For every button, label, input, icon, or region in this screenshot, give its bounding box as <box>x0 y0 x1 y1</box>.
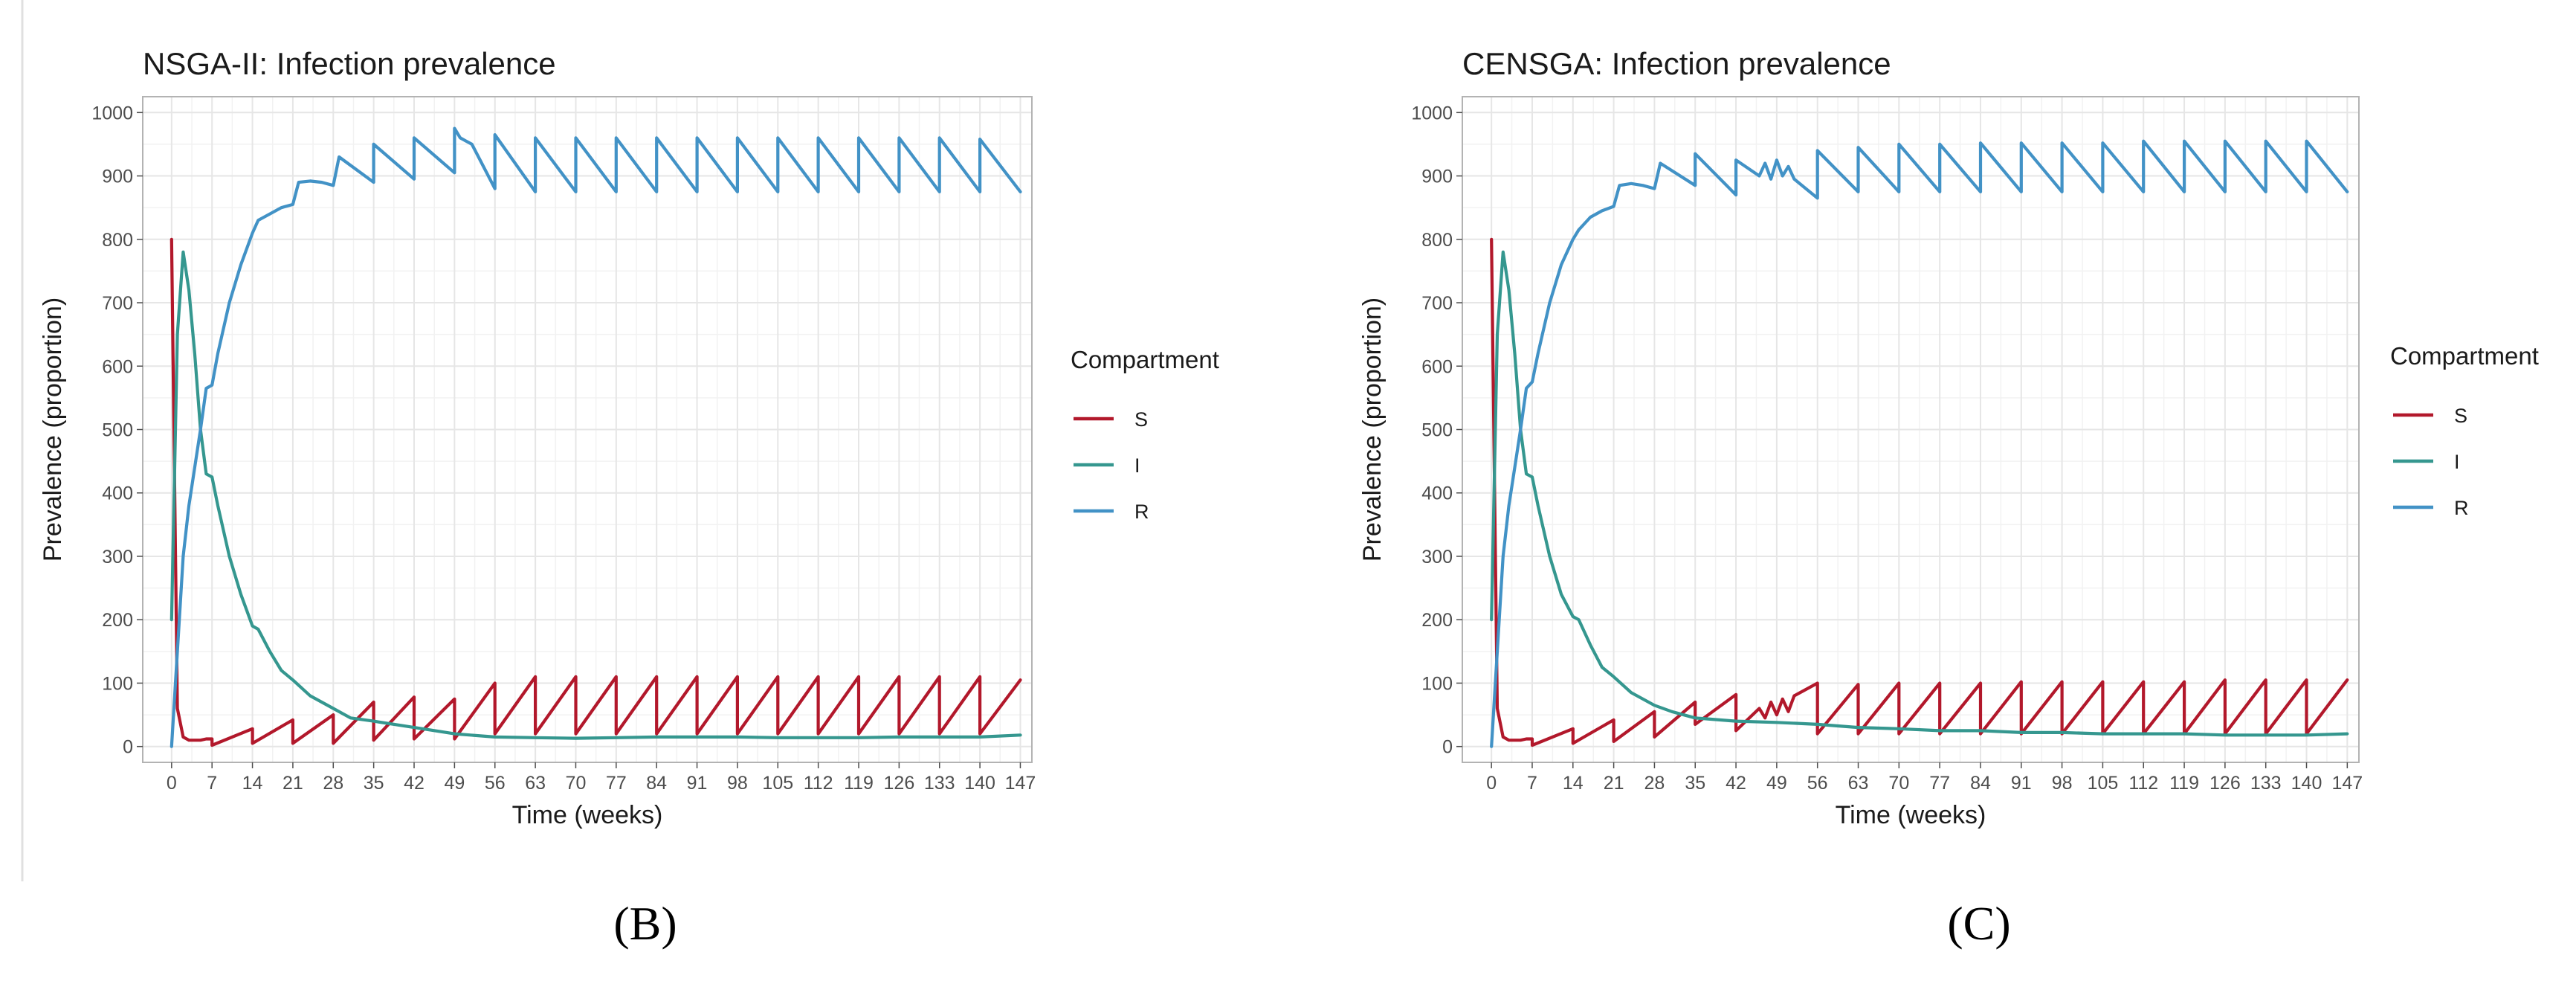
panel-b: 0 100 200 300 400 500 600 700 800 900 1000 0 7 14 21 28… <box>39 46 1219 950</box>
x-tick-label: 21 <box>1604 773 1624 794</box>
y-tick-label: 0 <box>123 737 133 758</box>
x-tick-label: 42 <box>1726 773 1746 794</box>
y-axis-title: Prevalence (proportion) <box>1358 298 1387 562</box>
x-tick-label: 133 <box>2250 773 2282 794</box>
y-tick-label: 100 <box>1421 673 1453 694</box>
y-tick-label: 1000 <box>1411 103 1453 123</box>
x-tick-label: 70 <box>1888 773 1909 794</box>
y-tick-label: 800 <box>102 230 133 251</box>
y-tick-label: 100 <box>102 673 133 694</box>
legend-title: Compartment <box>2390 342 2539 370</box>
y-axis-title: Prevalence (proportion) <box>39 298 67 562</box>
x-tick-label: 28 <box>323 773 343 794</box>
series-line-i <box>1490 250 2349 737</box>
series-line-r <box>1490 139 2349 748</box>
x-tick-label: 56 <box>1807 773 1828 794</box>
y-tick-label: 900 <box>1421 167 1453 187</box>
x-tick-label: 7 <box>1527 773 1537 794</box>
y-tick-label: 500 <box>1421 420 1453 441</box>
x-tick-label: 140 <box>964 773 995 794</box>
x-tick-label: 98 <box>727 773 748 794</box>
chart-title: NSGA-II: Infection prevalence <box>143 46 556 81</box>
x-tick-label: 21 <box>283 773 303 794</box>
x-tick-label: 126 <box>2209 773 2241 794</box>
x-tick-label: 77 <box>606 773 627 794</box>
x-tick-label: 35 <box>1685 773 1705 794</box>
legend: Compartment SI R <box>1071 346 1219 523</box>
x-tick-label: 91 <box>2011 773 2032 794</box>
x-tick-label: 0 <box>1486 773 1497 794</box>
panel-c: 0 100 200 300 400 500 600 700 800 900 1000 0 7 14 21 28… <box>1358 46 2539 950</box>
x-tick-label: 63 <box>525 773 546 794</box>
x-tick-label: 0 <box>167 773 177 794</box>
x-tick-label: 119 <box>844 773 874 794</box>
x-tick-label: 112 <box>2128 773 2158 794</box>
y-tick-label: 300 <box>1421 547 1453 567</box>
y-tick-label: 600 <box>102 356 133 377</box>
x-tick-label: 14 <box>242 773 263 794</box>
y-tick-label: 0 <box>1442 737 1453 758</box>
x-tick-label: 84 <box>646 773 667 794</box>
chart-title: CENSGA: Infection prevalence <box>1462 46 1891 81</box>
legend-label-s: S <box>2454 405 2467 427</box>
panel-caption: (B) <box>613 897 677 950</box>
x-tick-label: 98 <box>2052 773 2073 794</box>
y-tick-label: 700 <box>1421 293 1453 314</box>
y-tick-label: 700 <box>102 293 133 314</box>
x-tick-label: 119 <box>2169 773 2199 794</box>
x-tick-label: 91 <box>687 773 708 794</box>
x-tick-label: 84 <box>1970 773 1991 794</box>
y-tick-label: 900 <box>102 167 133 187</box>
x-tick-label: 28 <box>1644 773 1665 794</box>
x-tick-label: 133 <box>924 773 955 794</box>
y-tick-label: 400 <box>1421 483 1453 504</box>
legend: Compartment S I R <box>2390 342 2539 519</box>
x-tick-label: 49 <box>1766 773 1787 794</box>
series-line-r <box>170 126 1022 748</box>
x-tick-label: 77 <box>1929 773 1950 794</box>
series-line-i <box>170 250 1022 740</box>
legend-label-r: R <box>1134 501 1149 523</box>
y-tick-label: 600 <box>1421 356 1453 377</box>
y-tick-label: 200 <box>102 610 133 631</box>
y-tick-label: 400 <box>102 483 133 504</box>
legend-label-i: I <box>1134 454 1140 477</box>
series-line-s <box>1490 237 2349 747</box>
legend-label-r: R <box>2454 497 2469 519</box>
series-line-s <box>170 237 1022 747</box>
legend-title: Compartment <box>1071 346 1219 373</box>
y-tick-label: 1000 <box>91 103 133 123</box>
x-axis-title: Time (weeks) <box>1836 801 1986 829</box>
x-tick-label: 14 <box>1563 773 1584 794</box>
y-tick-label: 200 <box>1421 610 1453 631</box>
x-tick-label: 147 <box>2331 773 2363 794</box>
x-tick-label: 126 <box>884 773 915 794</box>
legend-label-s: S <box>1134 408 1148 431</box>
y-tick-label: 800 <box>1421 230 1453 251</box>
x-tick-label: 35 <box>364 773 384 794</box>
x-tick-label: 49 <box>444 773 465 794</box>
x-tick-label: 42 <box>404 773 425 794</box>
x-axis-title: Time (weeks) <box>512 801 663 829</box>
x-tick-label: 63 <box>1848 773 1869 794</box>
x-tick-label: 105 <box>2088 773 2119 794</box>
panel-caption: (C) <box>1947 897 2010 950</box>
x-tick-label: 147 <box>1005 773 1036 794</box>
legend-label-i: I <box>2454 451 2460 473</box>
x-tick-label: 140 <box>2291 773 2322 794</box>
y-tick-label: 300 <box>102 547 133 567</box>
x-tick-label: 7 <box>207 773 217 794</box>
x-tick-label: 112 <box>804 773 833 794</box>
x-tick-label: 105 <box>762 773 793 794</box>
y-tick-label: 500 <box>102 420 133 441</box>
x-tick-label: 70 <box>566 773 587 794</box>
x-tick-label: 56 <box>485 773 506 794</box>
